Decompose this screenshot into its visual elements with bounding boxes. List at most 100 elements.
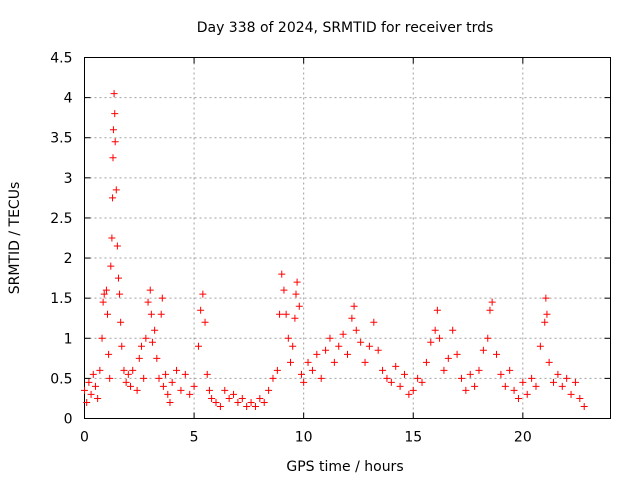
data-point bbox=[151, 326, 159, 334]
data-point bbox=[118, 342, 126, 350]
data-point bbox=[523, 390, 531, 398]
data-point bbox=[153, 354, 161, 362]
data-point bbox=[173, 366, 181, 374]
data-points bbox=[81, 90, 588, 410]
data-point bbox=[114, 274, 122, 282]
data-point bbox=[370, 318, 378, 326]
data-point bbox=[287, 358, 295, 366]
data-point bbox=[514, 394, 522, 402]
data-point bbox=[81, 386, 88, 394]
data-point bbox=[282, 310, 290, 318]
data-point bbox=[276, 310, 284, 318]
data-point bbox=[87, 390, 95, 398]
data-point bbox=[110, 90, 118, 98]
data-point bbox=[510, 386, 518, 394]
data-point bbox=[137, 342, 145, 350]
data-point bbox=[105, 350, 113, 358]
data-point bbox=[501, 382, 509, 390]
data-point bbox=[280, 286, 288, 294]
data-point bbox=[197, 306, 205, 314]
data-point bbox=[506, 366, 514, 374]
data-point bbox=[493, 350, 501, 358]
data-point bbox=[392, 362, 400, 370]
data-point bbox=[436, 334, 444, 342]
data-point bbox=[238, 394, 246, 402]
data-point bbox=[102, 286, 110, 294]
x-tick-label: 15 bbox=[404, 430, 422, 446]
data-point bbox=[186, 390, 194, 398]
data-point bbox=[422, 358, 430, 366]
data-point bbox=[304, 358, 312, 366]
data-point bbox=[111, 138, 119, 146]
data-point bbox=[140, 374, 148, 382]
data-point bbox=[194, 342, 202, 350]
data-point bbox=[580, 402, 588, 410]
data-point bbox=[308, 366, 316, 374]
data-point bbox=[83, 398, 91, 406]
chart-title: Day 338 of 2024, SRMTID for receiver trd… bbox=[197, 20, 494, 36]
data-point bbox=[545, 358, 553, 366]
y-tick-label: 3 bbox=[64, 171, 73, 187]
data-point bbox=[427, 338, 435, 346]
data-point bbox=[433, 306, 441, 314]
data-point bbox=[260, 398, 268, 406]
data-point bbox=[122, 378, 130, 386]
data-point bbox=[339, 330, 347, 338]
axis-ticks: 0 0.5 1 1.5 2 2.5 3 3.5 4 4.5 0 5 10 15 20 bbox=[50, 51, 611, 446]
y-tick-label: 3.5 bbox=[50, 131, 72, 147]
data-point bbox=[536, 342, 544, 350]
data-point bbox=[300, 378, 308, 386]
data-point bbox=[444, 354, 452, 362]
y-tick-label: 2.5 bbox=[50, 211, 72, 227]
data-point bbox=[449, 326, 457, 334]
data-point bbox=[100, 290, 108, 298]
data-point bbox=[352, 326, 360, 334]
data-point bbox=[471, 382, 479, 390]
data-point bbox=[168, 378, 176, 386]
data-point bbox=[571, 378, 579, 386]
data-point bbox=[146, 286, 154, 294]
data-point bbox=[486, 306, 494, 314]
data-point bbox=[155, 374, 163, 382]
data-point bbox=[142, 334, 150, 342]
data-point bbox=[113, 242, 121, 250]
data-point bbox=[212, 398, 220, 406]
data-point bbox=[317, 374, 325, 382]
data-point bbox=[108, 234, 116, 242]
data-point bbox=[479, 346, 487, 354]
data-point bbox=[357, 338, 365, 346]
data-point bbox=[563, 374, 571, 382]
data-point bbox=[396, 382, 404, 390]
data-point bbox=[109, 194, 117, 202]
data-point bbox=[361, 358, 369, 366]
data-point bbox=[190, 382, 198, 390]
data-point bbox=[409, 386, 417, 394]
data-point bbox=[85, 378, 93, 386]
data-point bbox=[94, 394, 102, 402]
y-tick-label: 0.5 bbox=[50, 371, 72, 387]
data-point bbox=[164, 390, 172, 398]
data-point bbox=[234, 398, 242, 406]
data-point bbox=[111, 110, 119, 118]
data-point bbox=[251, 402, 259, 410]
data-point bbox=[497, 370, 505, 378]
data-point bbox=[147, 310, 155, 318]
data-point bbox=[418, 378, 426, 386]
data-point bbox=[291, 314, 299, 322]
data-point bbox=[554, 370, 562, 378]
data-point bbox=[284, 334, 292, 342]
data-point bbox=[484, 334, 492, 342]
data-point bbox=[247, 398, 255, 406]
data-point bbox=[98, 334, 106, 342]
data-point bbox=[567, 390, 575, 398]
data-point bbox=[466, 370, 474, 378]
data-point bbox=[99, 298, 107, 306]
data-point bbox=[148, 338, 156, 346]
data-point bbox=[344, 350, 351, 358]
data-point bbox=[457, 374, 465, 382]
data-point bbox=[91, 382, 99, 390]
data-point bbox=[135, 354, 143, 362]
data-point bbox=[532, 382, 540, 390]
data-point bbox=[205, 386, 213, 394]
